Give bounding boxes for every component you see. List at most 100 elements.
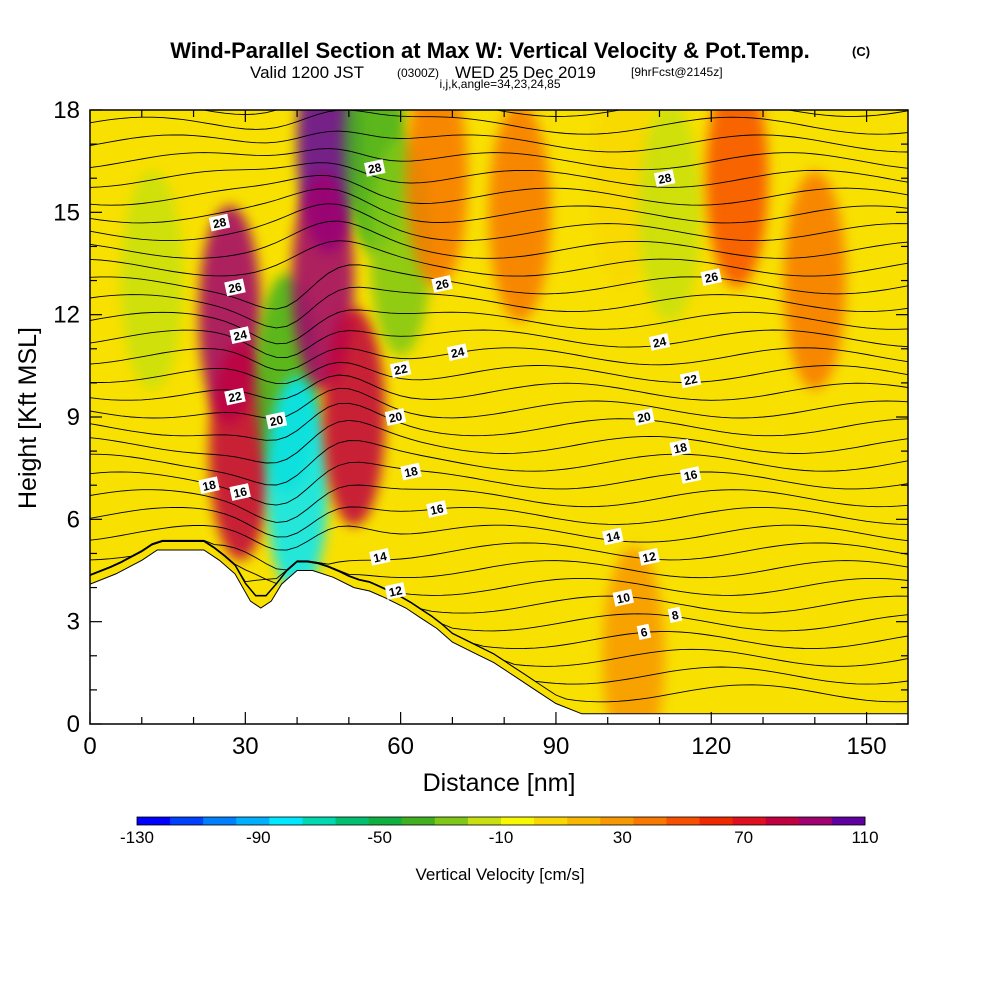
- contour-label-bg: [679, 466, 702, 484]
- theta-line: [90, 309, 908, 345]
- contour-label-text: 18: [672, 440, 688, 457]
- valid-utc: (0300Z): [397, 66, 439, 80]
- contour-label: 26: [700, 268, 723, 286]
- w-feature: [209, 341, 272, 561]
- contour-label-bg: [265, 411, 288, 430]
- contour-label: 16: [679, 466, 702, 484]
- theta-line: [90, 402, 908, 441]
- title-mark: (C): [852, 44, 870, 59]
- contour-label-text: 16: [232, 484, 248, 501]
- contour-label-text: 12: [641, 549, 657, 566]
- grid-indices: i,j,k,angle=34,23,24,85: [439, 77, 560, 91]
- colorbar: -130 -90 -50 -10 30 70 110: [120, 816, 879, 847]
- contour-label-text: 28: [212, 215, 228, 232]
- contour-label-text: 20: [268, 413, 284, 430]
- y-tick-label: 6: [67, 506, 80, 533]
- contour-label: 22: [389, 360, 412, 379]
- colorbar-swatch: [534, 817, 568, 825]
- contour-label-text: 14: [605, 529, 621, 546]
- colorbar-swatch: [732, 817, 767, 825]
- contour-label-bg: [679, 370, 702, 389]
- colorbar-tick-label: -50: [367, 828, 392, 847]
- contour-label: 28: [653, 169, 676, 188]
- w-feature: [638, 110, 701, 322]
- contour-label: 20: [633, 408, 655, 426]
- colorbar-swatch: [467, 817, 502, 825]
- contour-label-text: 20: [636, 409, 652, 426]
- contour-label: 14: [369, 548, 391, 566]
- contour-label: 14: [602, 527, 624, 546]
- w-feature: [488, 110, 551, 322]
- theta-contours: [90, 110, 908, 703]
- theta-line: [90, 387, 908, 419]
- colorbar-swatch: [831, 817, 866, 825]
- y-tick-label: 12: [53, 302, 80, 329]
- contour-label-text: 6: [639, 625, 649, 640]
- theta-line: [90, 203, 908, 242]
- colorbar-swatch: [501, 817, 535, 825]
- contour-label-bg: [389, 360, 412, 379]
- theta-line: [90, 539, 908, 571]
- contour-label-bg: [369, 548, 391, 566]
- colorbar-swatch: [633, 817, 667, 825]
- theta-line: [90, 240, 908, 277]
- contour-label: 22: [224, 387, 246, 406]
- contour-label-text: 26: [434, 276, 450, 293]
- y-tick-label: 15: [53, 199, 80, 226]
- w-feature: [266, 376, 329, 595]
- theta-line: [90, 329, 908, 358]
- contour-label: 16: [426, 500, 448, 518]
- y-axis-label: Height [Kft MSL]: [14, 327, 42, 509]
- theta-line: [90, 419, 908, 464]
- colorbar-swatch: [302, 817, 337, 825]
- contour-label-bg: [400, 462, 422, 481]
- contour-label: 26: [224, 278, 246, 297]
- contour-label-text: 20: [388, 409, 404, 426]
- w-feature: [322, 307, 386, 527]
- contour-label: 20: [384, 408, 407, 426]
- contour-label-bg: [648, 333, 671, 351]
- contour-label-bg: [384, 582, 407, 600]
- theta-line: [90, 130, 908, 153]
- theta-line: [90, 286, 908, 329]
- theta-line: [90, 484, 908, 523]
- theta-line: [90, 220, 908, 259]
- theta-line: [90, 540, 908, 585]
- contour-label-text: 10: [615, 590, 631, 607]
- colorbar-swatch: [567, 817, 601, 825]
- colorbar-swatch: [699, 817, 734, 825]
- y-tick-label: 18: [53, 97, 80, 124]
- contour-label: 24: [229, 326, 251, 344]
- contour-label-text: 24: [652, 334, 668, 351]
- x-tick-label: 120: [691, 733, 731, 760]
- contour-label-bg: [446, 343, 469, 362]
- theta-line: [90, 148, 908, 171]
- colorbar-tick-label: -130: [120, 828, 154, 847]
- contour-label: 18: [198, 476, 220, 495]
- velocity-field: [121, 110, 846, 724]
- contour-label-text: 24: [450, 344, 466, 361]
- colorbar-swatch: [368, 817, 403, 825]
- theta-line: [90, 374, 908, 401]
- y-tick-label: 3: [67, 609, 80, 636]
- theta-line: [90, 188, 908, 224]
- contour-label: 28: [363, 159, 386, 177]
- contour-label: 16: [229, 483, 251, 501]
- x-tick-label: 90: [543, 733, 570, 760]
- y-tick-label: 0: [67, 711, 80, 738]
- contour-label-text: 22: [227, 389, 243, 406]
- valid-prefix: Valid 1200 JST: [250, 63, 364, 82]
- colorbar-swatch: [666, 817, 701, 825]
- contour-label-text: 26: [227, 280, 243, 297]
- contour-label-text: 18: [201, 477, 217, 494]
- contour-label-text: 16: [429, 501, 445, 518]
- contour-label-bg: [700, 268, 723, 286]
- chart-title: Wind-Parallel Section at Max W: Vertical…: [170, 38, 810, 63]
- colorbar-tick-label: 110: [851, 828, 878, 847]
- x-axis-label: Distance [nm]: [423, 769, 576, 797]
- contour-label-bg: [667, 606, 683, 623]
- contour-label: 24: [648, 333, 671, 351]
- contour-label-bg: [384, 408, 407, 426]
